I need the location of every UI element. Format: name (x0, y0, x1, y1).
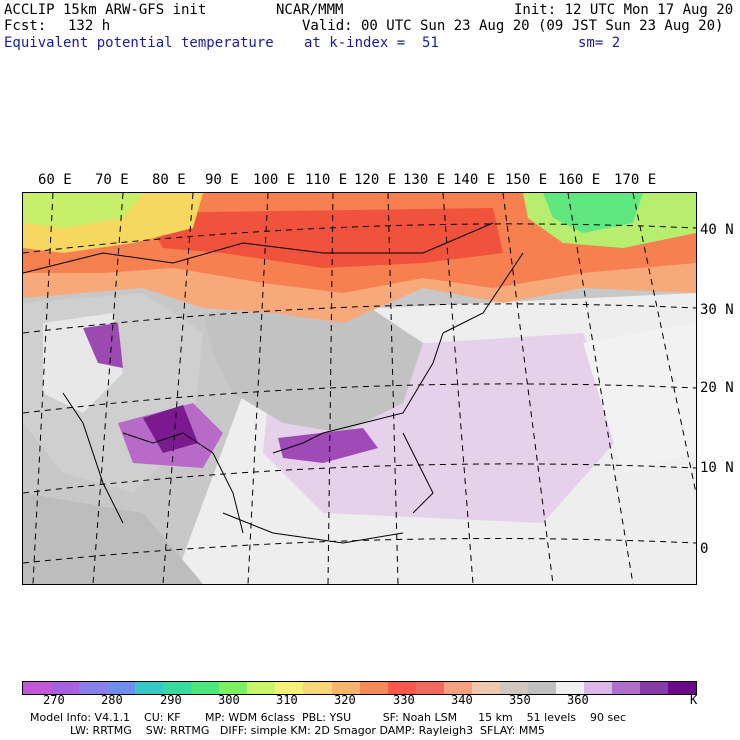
colorbar-tick: 300 (218, 693, 240, 707)
map-panel (22, 192, 697, 585)
lat-label: 40 N (700, 222, 734, 238)
colorbar-tick: 350 (509, 693, 531, 707)
colorbar-unit: K (690, 693, 698, 707)
colorbar-segment (555, 682, 584, 694)
lon-label: 130 E (403, 172, 446, 188)
lon-label: 120 E (354, 172, 397, 188)
colorbar-tick: 360 (567, 693, 589, 707)
model-info-line1: Model Info: V4.1.1 CU: KF MP: WDM 6class… (30, 711, 627, 724)
level-label: at k-index = 51 (304, 35, 439, 51)
init-time: Init: 12 UTC Mon 17 Aug 20 (514, 2, 734, 18)
colorbar-segment (527, 682, 556, 694)
colorbar-segment (387, 682, 416, 694)
model-info-line2: LW: RRTMG SW: RRTMG DIFF: simple KM: 2D … (70, 724, 545, 737)
colorbar-segment (303, 682, 332, 694)
colorbar-segment (640, 682, 669, 694)
colorbar-tick: 270 (43, 693, 65, 707)
colorbar-tick: 320 (334, 693, 356, 707)
colorbar-segment (135, 682, 164, 694)
forecast-hour: 132 h (68, 18, 111, 34)
colorbar-segment (275, 682, 304, 694)
colorbar-segment (331, 682, 360, 694)
organization-label: NCAR/MMM (276, 2, 344, 18)
colorbar-segment (443, 682, 472, 694)
colorbar-segment (247, 682, 276, 694)
lon-label: 110 E (305, 172, 348, 188)
colorbar-segment (79, 682, 108, 694)
colorbar-segment (23, 682, 52, 694)
colorbar-segment (499, 682, 528, 694)
colorbar-tick: 310 (276, 693, 298, 707)
lat-label: 10 N (700, 460, 734, 476)
lon-label: 100 E (253, 172, 296, 188)
lon-label: 80 E (152, 172, 186, 188)
colorbar-tick: 340 (451, 693, 473, 707)
colorbar-tick: 290 (160, 693, 182, 707)
lon-label: 140 E (453, 172, 496, 188)
colorbar-segment (163, 682, 192, 694)
colorbar-tick: 330 (393, 693, 415, 707)
lon-label: 170 E (614, 172, 657, 188)
colorbar-segment (611, 682, 641, 694)
lat-label: 20 N (700, 380, 734, 396)
lon-label: 70 E (95, 172, 129, 188)
field-name: Equivalent potential temperature (4, 35, 274, 51)
smoothing-label: sm= 2 (578, 35, 621, 51)
lon-label: 150 E (505, 172, 548, 188)
colorbar-segment (583, 682, 612, 694)
lon-label: 160 E (558, 172, 601, 188)
model-title: ACCLIP 15km ARW-GFS init (4, 2, 207, 18)
map-field (23, 193, 696, 584)
colorbar-segment (51, 682, 80, 694)
lat-label: 30 N (700, 302, 734, 318)
colorbar (22, 681, 697, 695)
colorbar-segment (668, 682, 697, 694)
colorbar-segment (415, 682, 444, 694)
lat-label: 0 (700, 541, 709, 557)
lon-label: 90 E (205, 172, 239, 188)
colorbar-segment (359, 682, 388, 694)
colorbar-segment (219, 682, 248, 694)
colorbar-tick: 280 (101, 693, 123, 707)
valid-time: Valid: 00 UTC Sun 23 Aug 20 (09 JST Sun … (302, 18, 724, 34)
colorbar-segment (107, 682, 136, 694)
colorbar-segment (471, 682, 500, 694)
forecast-label: Fcst: (4, 18, 47, 34)
colorbar-segment (191, 682, 220, 694)
lon-label: 60 E (38, 172, 72, 188)
